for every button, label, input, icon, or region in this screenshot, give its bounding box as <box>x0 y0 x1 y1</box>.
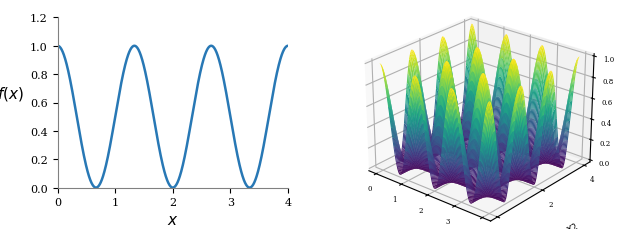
X-axis label: $x$: $x$ <box>167 213 179 227</box>
Y-axis label: $f(x)$: $f(x)$ <box>0 85 24 103</box>
X-axis label: $x_1$: $x_1$ <box>394 227 410 229</box>
Y-axis label: $x_2$: $x_2$ <box>564 219 581 229</box>
